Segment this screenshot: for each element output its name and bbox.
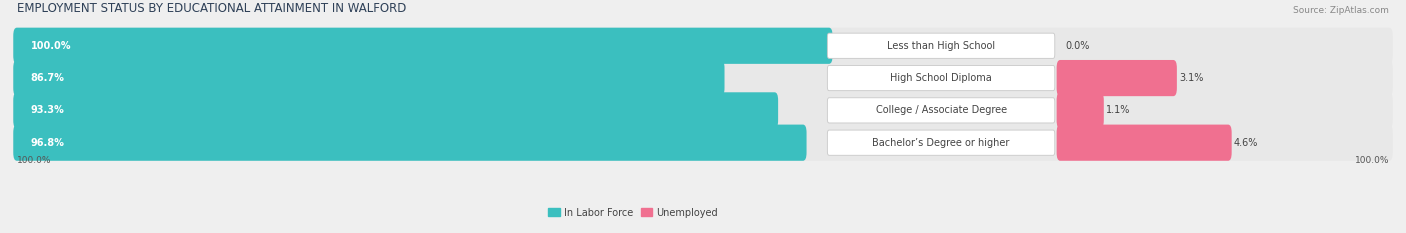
Text: 96.8%: 96.8% xyxy=(31,138,65,148)
FancyBboxPatch shape xyxy=(13,125,1393,161)
FancyBboxPatch shape xyxy=(1057,125,1232,161)
Text: High School Diploma: High School Diploma xyxy=(890,73,993,83)
FancyBboxPatch shape xyxy=(827,98,1054,123)
FancyBboxPatch shape xyxy=(13,60,724,96)
Text: Less than High School: Less than High School xyxy=(887,41,995,51)
Text: 100.0%: 100.0% xyxy=(17,156,51,165)
Text: 100.0%: 100.0% xyxy=(1355,156,1389,165)
Text: EMPLOYMENT STATUS BY EDUCATIONAL ATTAINMENT IN WALFORD: EMPLOYMENT STATUS BY EDUCATIONAL ATTAINM… xyxy=(17,2,406,15)
Text: 86.7%: 86.7% xyxy=(31,73,65,83)
FancyBboxPatch shape xyxy=(13,92,778,128)
Text: 93.3%: 93.3% xyxy=(31,105,65,115)
FancyBboxPatch shape xyxy=(13,60,1393,96)
FancyBboxPatch shape xyxy=(13,92,1393,128)
Text: Source: ZipAtlas.com: Source: ZipAtlas.com xyxy=(1294,6,1389,15)
FancyBboxPatch shape xyxy=(1057,92,1104,128)
Text: Bachelor’s Degree or higher: Bachelor’s Degree or higher xyxy=(872,138,1010,148)
Legend: In Labor Force, Unemployed: In Labor Force, Unemployed xyxy=(544,204,721,222)
FancyBboxPatch shape xyxy=(827,65,1054,91)
FancyBboxPatch shape xyxy=(827,130,1054,155)
Text: 1.1%: 1.1% xyxy=(1107,105,1130,115)
Text: 0.0%: 0.0% xyxy=(1066,41,1090,51)
Text: College / Associate Degree: College / Associate Degree xyxy=(876,105,1007,115)
FancyBboxPatch shape xyxy=(13,28,1393,64)
FancyBboxPatch shape xyxy=(1057,60,1177,96)
FancyBboxPatch shape xyxy=(827,33,1054,58)
Text: 3.1%: 3.1% xyxy=(1180,73,1204,83)
FancyBboxPatch shape xyxy=(13,28,832,64)
Text: 4.6%: 4.6% xyxy=(1234,138,1258,148)
FancyBboxPatch shape xyxy=(13,125,807,161)
Text: 100.0%: 100.0% xyxy=(31,41,72,51)
